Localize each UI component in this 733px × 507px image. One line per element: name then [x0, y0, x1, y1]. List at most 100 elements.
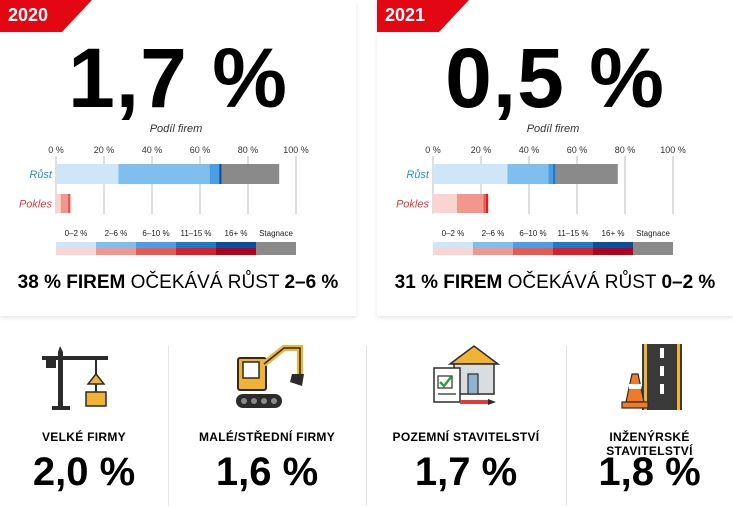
- category-civil-engineering: INŽENÝRSKÉ STAVITELSTVÍ 1,8 %: [566, 326, 733, 507]
- legend-swatch: [216, 248, 256, 255]
- tick-label: 100 %: [660, 145, 686, 155]
- bar-segment: [433, 194, 457, 213]
- headline: 31 % FIREM OČEKÁVÁ RŮST 0–2 %: [377, 272, 733, 294]
- headline-mid: OČEKÁVÁ RŮST: [130, 272, 280, 293]
- bar-segment: [548, 164, 553, 184]
- bar-segment: [555, 164, 618, 184]
- tick-label: 60 %: [567, 145, 588, 155]
- bar-segment: [507, 164, 549, 184]
- headline-firem: FIREM: [443, 272, 503, 293]
- divider: [366, 346, 367, 506]
- legend-swatch: [473, 242, 513, 248]
- legend-swatch: [633, 248, 673, 255]
- legend-swatch: [96, 248, 136, 255]
- headline: 38 % FIREM OČEKÁVÁ RŮST 2–6 %: [0, 272, 356, 294]
- legend-swatch: [553, 248, 593, 255]
- tower-crane-icon: [42, 346, 108, 410]
- category-name: INŽENÝRSKÉ STAVITELSTVÍ: [606, 430, 693, 458]
- legend-label: 0–2 %: [65, 229, 88, 238]
- tick-label: 0 %: [48, 145, 64, 155]
- excavator-icon: [236, 345, 304, 408]
- panel-2020: 2020 1,7 % Podíl firem 0 % 20 % 40 % 60 % 80 …: [0, 0, 356, 316]
- legend-swatch: [256, 248, 296, 255]
- tick-label: 80 %: [615, 145, 636, 155]
- legend-swatch: [433, 242, 473, 248]
- category-label: Pokles: [19, 199, 53, 211]
- legend-swatch: [256, 242, 296, 248]
- tick-label: 20 %: [471, 145, 492, 155]
- bar-segment: [56, 194, 61, 213]
- tick-label: 20 %: [94, 145, 115, 155]
- bar-segment: [485, 194, 489, 213]
- legend-swatch: [136, 242, 176, 248]
- category-name: VELKÉ FIRMY: [42, 430, 126, 444]
- share-chart: Podíl firem 0 % 20 % 40 % 60 % 80 % 100 % Růst P…: [19, 123, 309, 255]
- legend-label: 2–6 %: [105, 229, 128, 238]
- headline-range: 0–2 %: [661, 272, 716, 293]
- category-label: Růst: [406, 169, 430, 181]
- category-name: MALÉ/STŘEDNÍ FIRMY: [198, 430, 336, 444]
- legend-label: 0–2 %: [442, 229, 465, 238]
- category-name: POZEMNÍ STAVITELSTVÍ: [392, 430, 540, 444]
- legend-swatch: [593, 242, 633, 248]
- chart-title: Podíl firem: [527, 123, 580, 135]
- tick-label: 40 %: [142, 145, 163, 155]
- year-label: 2020: [8, 5, 49, 25]
- legend-label: 11–15 %: [558, 229, 589, 238]
- bar-segment: [483, 194, 486, 213]
- headline-mid: OČEKÁVÁ RŮST: [507, 272, 657, 293]
- bar-segment: [118, 164, 210, 184]
- legend-label: 6–10 %: [519, 229, 546, 238]
- legend-swatch: [473, 248, 513, 255]
- big-value: 0,5 %: [445, 31, 665, 125]
- bar-segment: [457, 194, 484, 213]
- road-cone-icon: [621, 344, 682, 410]
- legend-label: Stagnace: [636, 229, 670, 238]
- legend-swatch: [513, 248, 553, 255]
- year-label: 2021: [385, 5, 426, 25]
- legend-swatch: [176, 248, 216, 255]
- bar-segment: [68, 194, 71, 213]
- bar-segment: [209, 164, 220, 184]
- bar-segment: [221, 164, 280, 184]
- legend-label: 16+ %: [602, 229, 625, 238]
- headline-range: 2–6 %: [284, 272, 339, 293]
- category-building-construction: POZEMNÍ STAVITELSTVÍ 1,7 %: [366, 326, 566, 507]
- panel-2021: 2021 0,5 % Podíl firem 0 % 20 % 40 % 60 % 80 …: [377, 0, 733, 316]
- legend-swatch: [176, 242, 216, 248]
- year-tab-shape: [0, 0, 92, 32]
- legend-swatch: [96, 242, 136, 248]
- legend-label: 6–10 %: [142, 229, 169, 238]
- legend-swatch: [216, 242, 256, 248]
- legend-label: 11–15 %: [181, 229, 212, 238]
- legend-swatch: [56, 242, 96, 248]
- year-tab: 2020: [0, 0, 92, 32]
- bar-segment: [553, 164, 556, 184]
- legend-label: 2–6 %: [482, 229, 505, 238]
- tick-label: 0 %: [425, 145, 441, 155]
- bar-segment: [60, 194, 68, 213]
- tick-label: 100 %: [283, 145, 309, 155]
- category-value: 1,8 %: [598, 450, 701, 494]
- legend-swatch: [513, 242, 553, 248]
- category-small-medium-firms: MALÉ/STŘEDNÍ FIRMY 1,6 %: [168, 326, 366, 507]
- divider: [566, 346, 567, 506]
- category-value: 1,7 %: [414, 450, 518, 494]
- divider: [168, 346, 169, 506]
- building-plan-icon: [433, 345, 501, 405]
- category-label: Pokles: [396, 199, 430, 211]
- share-chart: Podíl firem 0 % 20 % 40 % 60 % 80 % 100 % Růst P…: [396, 123, 686, 255]
- year-tab: 2021: [377, 0, 469, 32]
- category-large-firms: VELKÉ FIRMY 2,0 %: [0, 326, 168, 507]
- big-value: 1,7 %: [68, 31, 288, 125]
- bar-segment: [219, 164, 222, 184]
- chart-title: Podíl firem: [150, 123, 203, 135]
- headline-pct: 31 %: [394, 272, 438, 293]
- legend-swatch: [56, 248, 96, 255]
- legend-swatch: [553, 242, 593, 248]
- legend-swatch: [433, 248, 473, 255]
- bar-segment: [433, 164, 508, 184]
- legend-label: 16+ %: [225, 229, 248, 238]
- tick-label: 40 %: [519, 145, 540, 155]
- year-tab-shape: [377, 0, 469, 32]
